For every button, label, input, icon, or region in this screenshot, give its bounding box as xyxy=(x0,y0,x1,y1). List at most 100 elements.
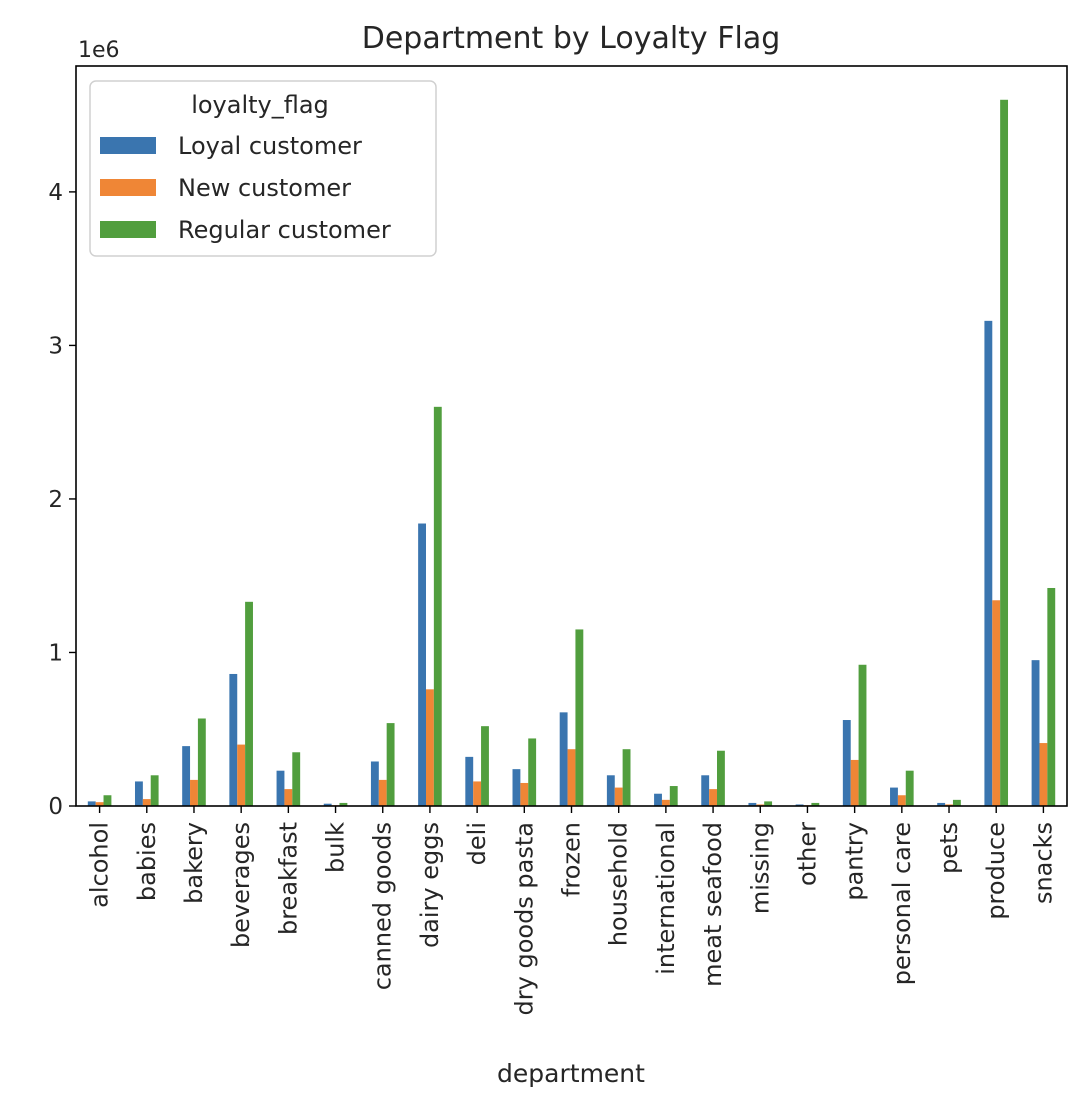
bar xyxy=(95,802,104,806)
y-tick-label: 3 xyxy=(48,333,63,359)
plot-frame xyxy=(75,65,1068,807)
bar xyxy=(103,795,112,806)
bar xyxy=(661,799,670,806)
bars-group xyxy=(87,99,1056,806)
x-tick-label: dry goods pasta xyxy=(510,822,538,1015)
x-tick-label: beverages xyxy=(227,822,255,948)
bar xyxy=(622,749,631,806)
bar xyxy=(481,726,489,806)
bar xyxy=(339,802,348,806)
legend-swatch xyxy=(100,179,156,196)
bar xyxy=(134,781,143,806)
legend-label: Loyal customer xyxy=(178,132,362,160)
bar xyxy=(984,320,993,806)
x-tick-label: missing xyxy=(746,822,774,914)
legend: loyalty_flag Loyal customer New customer R… xyxy=(89,80,437,257)
bar xyxy=(1031,660,1040,806)
y-axis-offset-label: 1e6 xyxy=(78,38,120,63)
bar xyxy=(654,793,662,806)
bar xyxy=(229,673,238,806)
x-tick-label: dairy eggs xyxy=(416,822,444,948)
x-axis-label: department xyxy=(497,1059,645,1088)
bar xyxy=(87,801,96,806)
x-tick-label: international xyxy=(652,822,680,975)
x-tick-label: personal care xyxy=(888,822,916,985)
bar xyxy=(528,738,537,806)
legend-label: Regular customer xyxy=(178,216,391,244)
bar xyxy=(669,786,678,806)
bar xyxy=(190,779,198,806)
x-tick-label: pets xyxy=(935,822,963,874)
legend-swatch xyxy=(100,221,156,238)
x-tick-label: breakfast xyxy=(274,822,302,935)
bar xyxy=(426,689,434,806)
bar xyxy=(897,795,906,806)
y-tick-label: 4 xyxy=(48,180,63,206)
bar xyxy=(520,782,529,806)
bar xyxy=(559,712,568,806)
bar xyxy=(197,718,206,806)
bar xyxy=(842,720,851,806)
x-tick-label: meat seafood xyxy=(699,822,727,987)
legend-title: loyalty_flag xyxy=(191,91,329,119)
chart-title: Department by Loyalty Flag xyxy=(362,21,781,56)
x-tick-label: deli xyxy=(463,822,491,865)
bar xyxy=(150,775,159,806)
bar xyxy=(378,779,387,806)
bar xyxy=(473,781,482,806)
x-axis: alcohol babies bakery beverages breakfast bul… xyxy=(86,806,1057,1015)
legend-box xyxy=(89,80,437,257)
bar xyxy=(717,750,725,806)
x-tick-label: bulk xyxy=(322,822,350,873)
bar xyxy=(764,801,773,806)
x-tick-label: produce xyxy=(982,822,1010,920)
x-tick-label: babies xyxy=(133,822,161,901)
x-tick-label: household xyxy=(605,822,633,946)
bar xyxy=(284,789,293,806)
bar xyxy=(418,523,426,806)
bar xyxy=(292,752,301,806)
x-tick-label: bakery xyxy=(180,822,208,904)
y-tick-label: 1 xyxy=(48,640,63,666)
x-tick-label: frozen xyxy=(558,822,586,897)
bar xyxy=(701,775,710,806)
bar xyxy=(323,803,332,806)
bar xyxy=(465,756,474,806)
bar xyxy=(890,787,898,806)
bar xyxy=(748,802,757,806)
bar xyxy=(709,789,718,806)
bar xyxy=(992,600,1001,806)
legend-swatch xyxy=(100,137,156,154)
bar xyxy=(1047,587,1056,806)
bar xyxy=(370,761,379,806)
bar xyxy=(1039,743,1048,806)
legend-label: New customer xyxy=(178,174,351,202)
x-tick-label: other xyxy=(793,822,821,886)
bar xyxy=(245,601,253,806)
x-tick-label: canned goods xyxy=(369,822,397,990)
x-tick-label: snacks xyxy=(1029,822,1057,904)
bar xyxy=(952,799,961,806)
bar xyxy=(433,406,442,806)
bar xyxy=(512,769,521,806)
bar xyxy=(386,723,395,806)
bar xyxy=(811,802,820,806)
y-tick-label: 0 xyxy=(48,794,63,820)
bar xyxy=(142,799,151,806)
bar xyxy=(850,759,859,806)
x-tick-label: pantry xyxy=(841,822,869,901)
bar xyxy=(937,802,946,806)
bar xyxy=(858,664,867,806)
bar xyxy=(1000,99,1009,806)
bar xyxy=(276,770,285,806)
y-axis: 0 1 2 3 4 xyxy=(48,180,76,820)
bar xyxy=(905,770,914,806)
bar xyxy=(182,746,191,806)
x-tick-label: alcohol xyxy=(86,822,114,908)
bar xyxy=(614,787,623,806)
bar xyxy=(567,749,576,806)
bar xyxy=(237,744,246,806)
bar xyxy=(575,629,584,806)
